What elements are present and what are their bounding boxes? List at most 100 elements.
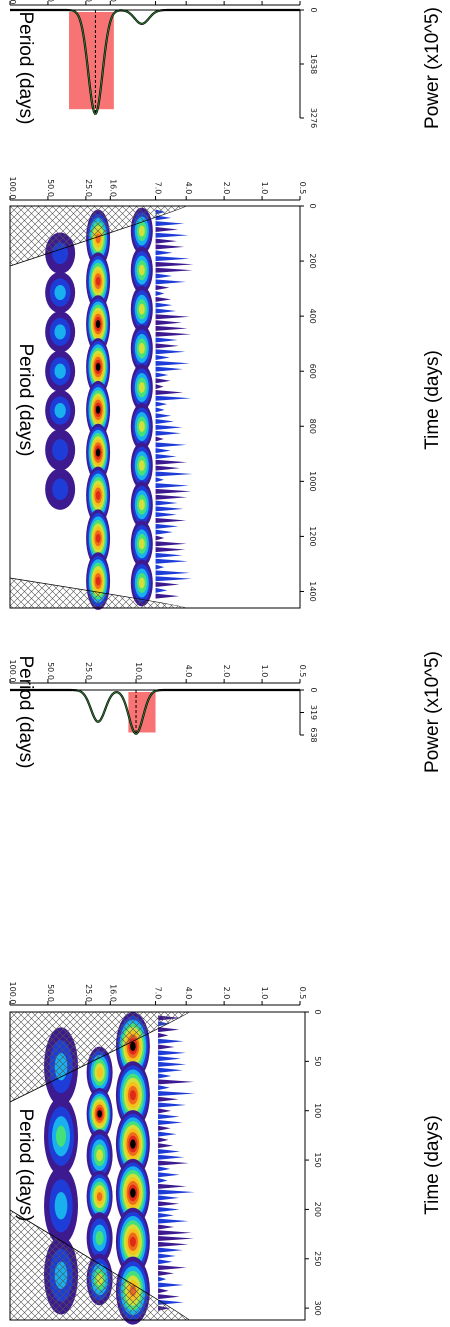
- spike: [155, 494, 188, 500]
- contour-blob: [138, 303, 145, 315]
- contour-blob: [54, 363, 66, 379]
- power-curve-outline: [10, 8, 300, 115]
- spike: [155, 226, 179, 232]
- period-tick-label: 25.0: [84, 179, 93, 197]
- spike: [155, 232, 189, 238]
- spike: [155, 419, 174, 425]
- global-spectrum-plot-1: 0 319 638 100.0 50.0 25.0 10.0 4.0 2.0 1.0 0.5: [8, 660, 318, 743]
- period-tick-label: 100.0: [8, 177, 17, 200]
- contour-blob: [97, 1110, 102, 1118]
- contour-blob: [96, 1149, 104, 1162]
- time-tick-label: 250: [313, 1251, 322, 1266]
- g1-ylabel: Period (days): [15, 656, 36, 769]
- spike: [158, 1247, 183, 1253]
- spike: [155, 593, 180, 599]
- spike: [155, 331, 191, 337]
- spike: [155, 477, 164, 483]
- spike: [158, 1183, 187, 1189]
- wavelet-spikes: [155, 209, 194, 599]
- contour-blob: [138, 499, 145, 511]
- spike: [158, 1143, 174, 1149]
- spike: [155, 378, 171, 384]
- contour-blob: [138, 421, 145, 433]
- spike: [155, 308, 177, 314]
- period-tick-label: 100.0: [8, 982, 17, 1005]
- period-tick-label: 1.0: [260, 987, 269, 1000]
- spike: [158, 1259, 173, 1265]
- period-tick-label: 10.0: [134, 662, 143, 680]
- spike: [155, 453, 177, 459]
- spike: [155, 238, 178, 244]
- period-tick-label: 100.0: [8, 660, 17, 683]
- spike: [155, 296, 172, 302]
- period-tick-label: 100.0: [8, 0, 17, 4]
- period-tick-label: 25.0: [84, 662, 93, 680]
- spike: [158, 1050, 186, 1056]
- spike: [155, 552, 183, 558]
- spike: [158, 1212, 174, 1218]
- spike: [155, 483, 189, 489]
- spike: [155, 413, 172, 419]
- spike: [155, 442, 187, 448]
- spike: [155, 395, 191, 401]
- contour-blob: [130, 1188, 136, 1198]
- spike: [155, 523, 179, 529]
- period-tick-label: 2.0: [222, 987, 231, 1000]
- spike: [155, 302, 173, 308]
- contour-blob: [138, 381, 145, 393]
- contour-blob: [96, 1067, 103, 1078]
- spike: [155, 436, 164, 442]
- spike: [155, 285, 170, 291]
- spike: [158, 1207, 180, 1213]
- contour-blob: [95, 490, 101, 500]
- contour-blob: [138, 225, 145, 237]
- spike: [155, 407, 165, 413]
- spike: [155, 355, 170, 361]
- spike: [158, 1056, 182, 1062]
- power-axis: 0 1638 3276: [300, 7, 318, 128]
- spike: [155, 518, 187, 524]
- time-tick-label: 0: [313, 1009, 322, 1014]
- spike: [155, 459, 187, 465]
- spike: [158, 1061, 187, 1067]
- spike: [158, 1230, 192, 1236]
- spike: [158, 1172, 180, 1178]
- power-tick-label: 0: [309, 7, 318, 12]
- spike: [155, 384, 164, 390]
- contour-blob: [95, 362, 101, 372]
- time-tick-label: 800: [308, 419, 317, 434]
- spike: [158, 1265, 187, 1271]
- wavelet-plot-1: 100.0 50.0 25.0 16.0 7.0 4.0 2.0 1.0 0.5 0 50 100 15…: [8, 982, 322, 1325]
- contour-blob: [129, 1090, 136, 1101]
- period-tick-label: 2.0: [222, 665, 231, 678]
- wavelet-plot-2: 100.0 50.0 25.0 16.0 7.0 4.0 2.0 1.0 0.5 0 200 400 6…: [8, 177, 317, 610]
- period-tick-label: 0.5: [298, 665, 307, 678]
- spike: [155, 564, 165, 570]
- power-tick-label: 1638: [309, 54, 318, 74]
- contour-blob: [95, 533, 101, 543]
- period-tick-label: 1.0: [260, 182, 269, 195]
- spike: [158, 1166, 171, 1172]
- spike: [155, 424, 183, 430]
- cone-of-influence: [9, 1011, 190, 1321]
- time-tick-label: 300: [313, 1300, 322, 1315]
- contour-blob: [56, 1125, 67, 1147]
- global-1-xlabel: Power (x10^5): [422, 651, 443, 773]
- spike: [155, 267, 193, 273]
- contour-blob: [54, 1191, 68, 1220]
- spike: [158, 1282, 184, 1288]
- time-tick-label: 100: [313, 1103, 322, 1118]
- contour-blob: [54, 402, 66, 419]
- spike: [155, 587, 168, 593]
- spike: [155, 314, 190, 320]
- contour-blob: [95, 1230, 104, 1246]
- contour-blob: [130, 1139, 136, 1149]
- time-tick-label: 150: [313, 1152, 322, 1167]
- spike: [158, 1090, 195, 1096]
- spike: [158, 1294, 180, 1300]
- global-spectrum-plot-2: 016383276100.050.025.016.07.04.02.01.00.…: [8, 0, 318, 128]
- time-tick-label: 0: [308, 203, 317, 208]
- spike: [155, 290, 165, 296]
- spike: [155, 320, 182, 326]
- contour-blob: [138, 460, 145, 472]
